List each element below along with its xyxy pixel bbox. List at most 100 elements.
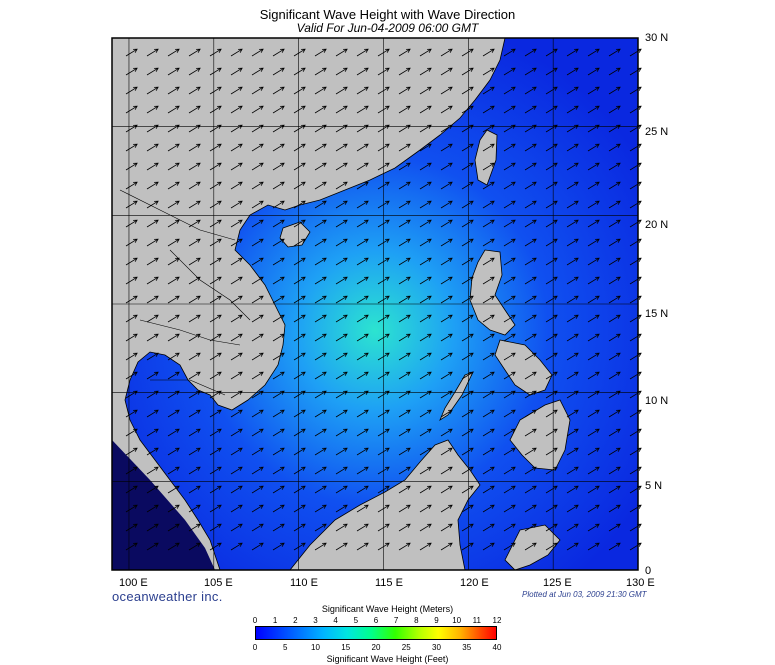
wave-arrow [209, 295, 222, 304]
meters-tick: 6 [373, 616, 379, 625]
wave-arrow [503, 333, 516, 342]
wave-arrow [146, 409, 159, 418]
wave-arrow [293, 333, 306, 342]
wave-arrow [293, 371, 306, 380]
wave-arrow [503, 428, 516, 437]
wave-arrow [293, 162, 306, 171]
wave-arrow [272, 428, 285, 437]
wave-arrow [314, 466, 327, 475]
lat-label-25n: 25 N [645, 126, 669, 138]
wave-arrow [251, 181, 264, 190]
wave-arrow [587, 276, 600, 285]
wave-arrow [566, 105, 579, 114]
wave-arrow [461, 124, 474, 133]
wave-arrow [125, 143, 138, 152]
wave-arrow [440, 371, 453, 380]
wave-arrow [356, 162, 369, 171]
wave-arrow [545, 542, 558, 551]
wave-arrow [356, 504, 369, 513]
wave-arrow [230, 428, 243, 437]
wave-arrow [335, 67, 348, 76]
wave-arrow [314, 504, 327, 513]
feet-tick: 5 [283, 643, 288, 652]
wave-arrow [566, 48, 579, 57]
wave-arrow [419, 257, 432, 266]
wave-arrow [419, 542, 432, 551]
wave-arrow [125, 200, 138, 209]
wave-arrow [314, 162, 327, 171]
wave-arrow [251, 257, 264, 266]
wave-arrow [377, 181, 390, 190]
wave-arrow [419, 219, 432, 228]
wave-arrow [230, 333, 243, 342]
wave-arrow [272, 257, 285, 266]
wave-arrow [461, 219, 474, 228]
wave-arrow [587, 143, 600, 152]
wave-arrow [524, 105, 537, 114]
wave-arrow [524, 67, 537, 76]
wave-arrow [356, 86, 369, 95]
wave-arrow [461, 238, 474, 247]
wave-arrow [419, 162, 432, 171]
wave-arrow [272, 466, 285, 475]
wave-arrow [398, 409, 411, 418]
wave-arrow [503, 409, 516, 418]
wave-arrow [545, 352, 558, 361]
wave-arrow [461, 390, 474, 399]
wave-arrow [209, 523, 222, 532]
meters-tick: 11 [472, 616, 481, 625]
wave-arrow [314, 105, 327, 114]
wave-arrow [566, 542, 579, 551]
meters-tick: 1 [272, 616, 278, 625]
wave-arrow [566, 447, 579, 456]
wave-arrow [314, 523, 327, 532]
wave-arrow [398, 333, 411, 342]
wave-arrow [608, 257, 621, 266]
wave-arrow [251, 504, 264, 513]
wave-arrow [293, 447, 306, 456]
wave-arrow [356, 447, 369, 456]
wave-arrow [419, 390, 432, 399]
wave-arrow [461, 523, 474, 532]
wave-arrow [125, 219, 138, 228]
wave-arrow [188, 447, 201, 456]
wave-arrow [398, 504, 411, 513]
wave-arrow [314, 219, 327, 228]
wave-arrow [251, 105, 264, 114]
wave-arrow [440, 219, 453, 228]
wave-arrow [356, 523, 369, 532]
wave-arrow [440, 523, 453, 532]
wave-arrow [188, 295, 201, 304]
wave-arrow [545, 428, 558, 437]
wave-arrow [566, 352, 579, 361]
wave-arrow [482, 181, 495, 190]
wave-arrow [482, 466, 495, 475]
wave-arrow [587, 105, 600, 114]
wave-arrow [566, 200, 579, 209]
wave-arrow [125, 409, 138, 418]
wave-arrow [482, 409, 495, 418]
wave-arrow [335, 105, 348, 114]
wave-arrow [251, 48, 264, 57]
wave-arrow [272, 314, 285, 323]
wave-arrow [545, 105, 558, 114]
wave-arrow [251, 314, 264, 323]
wave-arrow [503, 181, 516, 190]
wave-arrow [293, 200, 306, 209]
wave-arrow [272, 371, 285, 380]
wave-arrow [545, 371, 558, 380]
wave-arrow [293, 390, 306, 399]
wave-arrow [125, 86, 138, 95]
wave-arrow [272, 124, 285, 133]
lon-label-120e: 120 E [460, 577, 489, 589]
wave-arrow [377, 333, 390, 342]
wave-arrow [524, 86, 537, 95]
wave-arrow [482, 352, 495, 361]
wave-arrow [230, 105, 243, 114]
wave-arrow [482, 238, 495, 247]
wave-arrow [293, 466, 306, 475]
wave-arrow [419, 143, 432, 152]
wave-arrow [230, 371, 243, 380]
wave-arrow [608, 105, 621, 114]
wave-arrow [440, 181, 453, 190]
